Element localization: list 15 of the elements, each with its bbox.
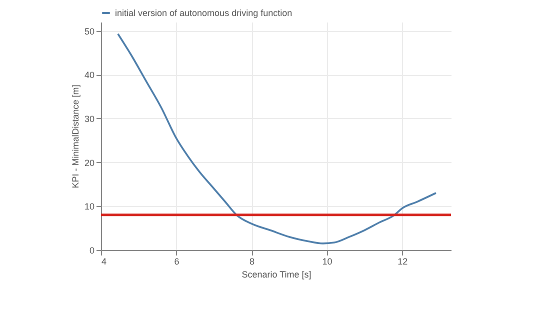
x-tick-label: 10	[322, 256, 332, 266]
line-series	[117, 32, 437, 244]
y-tick-label: 50	[84, 26, 94, 36]
y-axis-title: KPI - MinimalDistance [m]	[70, 84, 80, 188]
y-tick-label: 40	[84, 70, 94, 80]
y-tick-label: 20	[84, 158, 94, 168]
x-tick-label: 8	[250, 256, 255, 266]
y-tick-label: 0	[89, 246, 94, 256]
x-axis-title: Scenario Time [s]	[242, 270, 312, 280]
x-tick-label: 4	[102, 256, 107, 266]
x-tick-label: 12	[398, 256, 408, 266]
y-tick-label: 10	[84, 202, 94, 212]
y-tick-label: 30	[84, 114, 94, 124]
x-tick-label: 6	[174, 256, 180, 266]
legend-label: initial version of autonomous driving function	[115, 8, 292, 18]
